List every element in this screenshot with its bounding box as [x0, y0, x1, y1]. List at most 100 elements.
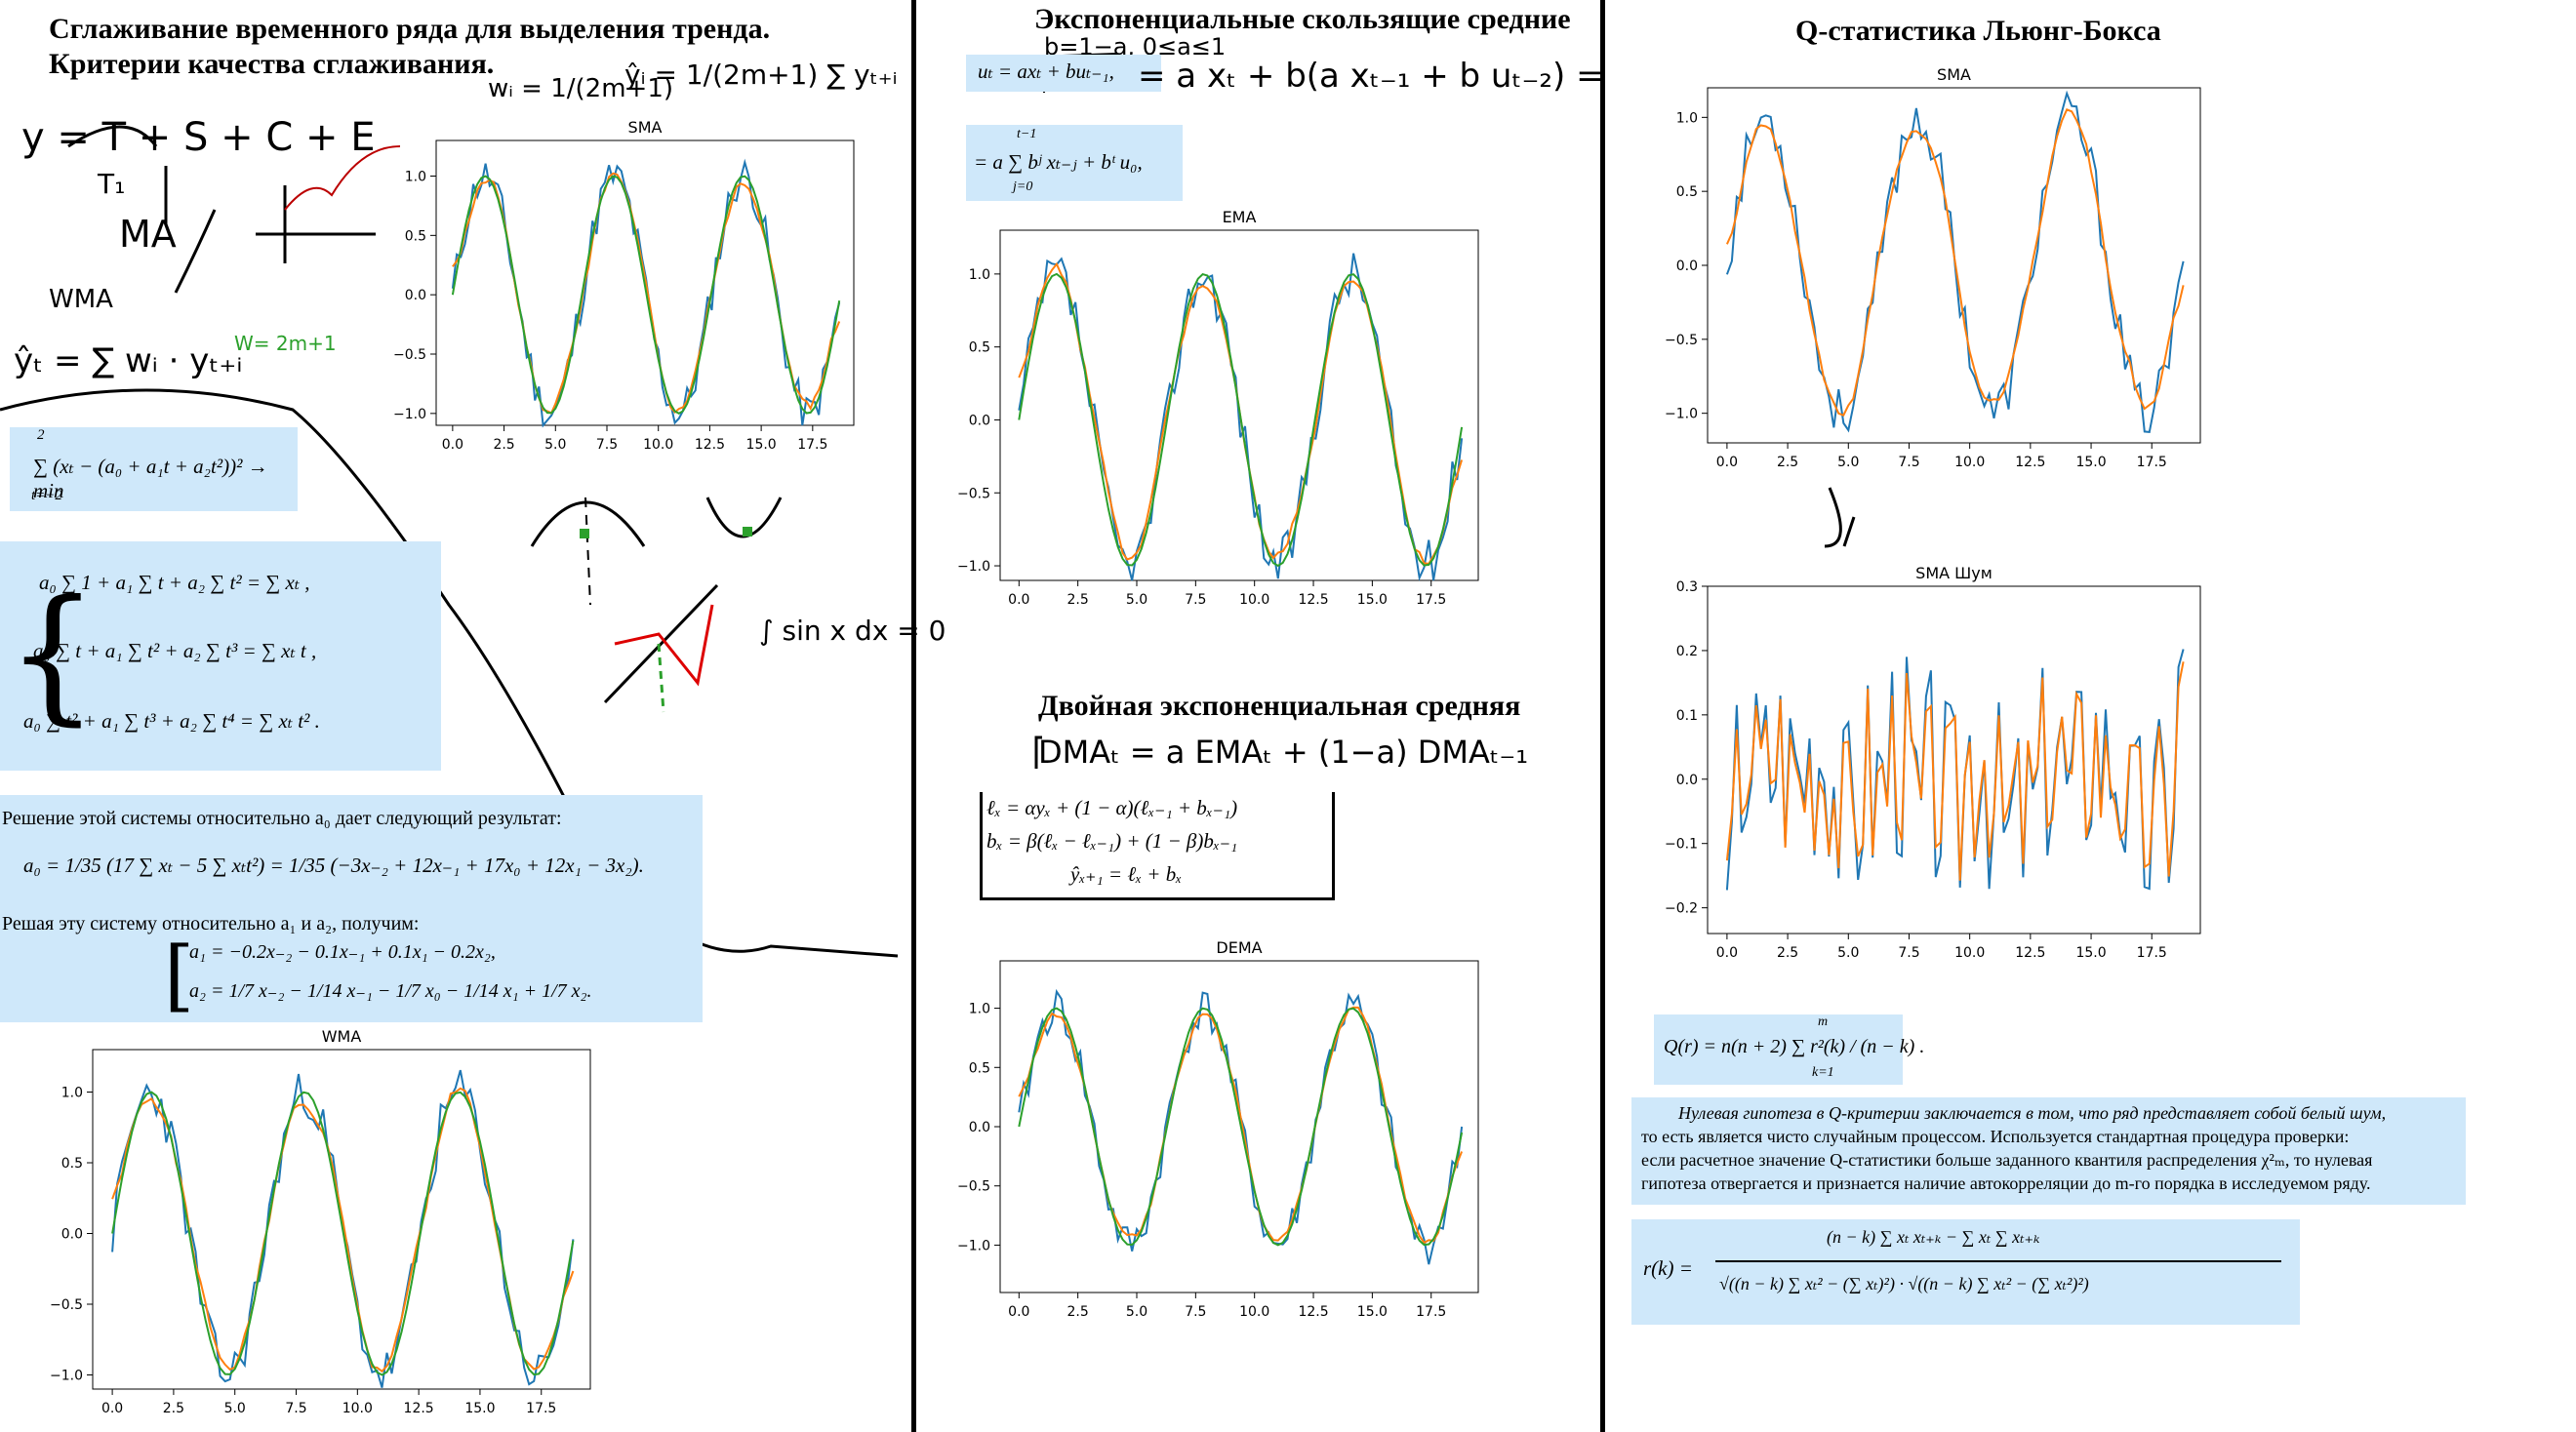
rk-denominator: √((n − k) ∑ xₜ² − (∑ xₜ)²) · √((n − k) ∑…	[1719, 1274, 2089, 1293]
hand-note-decomposition: y = T + S + C + E	[21, 115, 376, 160]
dema-bracket	[1034, 736, 1042, 769]
hand-note-ema: = a xₜ + b(a xₜ₋₁ + b uₜ₋₂) =	[1138, 57, 1604, 96]
x-tick-label: 0.0	[1716, 945, 1738, 961]
q-sum-top: m	[1818, 1014, 1829, 1029]
y-tick-label: 0.0	[61, 1227, 83, 1243]
system-line-3: a₀ ∑ t² + a₁ ∑ t³ + a₂ ∑ t⁴ = ∑ xₜ t² .	[23, 709, 320, 733]
x-tick-label: 5.0	[1837, 455, 1859, 470]
plot-frame	[1707, 585, 2201, 935]
formula-ema-sum: t−1 = a ∑ bʲ xₜ₋ⱼ + bᵗ u₀, j=0	[966, 125, 1183, 201]
q-sum-bottom: k=1	[1812, 1065, 1834, 1080]
y-tick-label: 1.0	[61, 1086, 83, 1101]
x-tick-label: 2.5	[1777, 455, 1798, 470]
hand-note-w: wᵢ = 1/(2m+1)	[488, 74, 674, 103]
x-tick-label: 12.5	[2015, 945, 2045, 961]
rk-lhs: r(k) =	[1643, 1256, 1693, 1280]
y-tick-label: 0.5	[405, 228, 426, 244]
y-tick-label: −0.1	[1665, 837, 1698, 853]
x-tick-label: 7.5	[1185, 592, 1206, 608]
hypothesis-line-4: гипотеза отвергается и признается наличи…	[1641, 1173, 2371, 1193]
x-tick-label: 10.0	[1954, 945, 1985, 961]
y-tick-label: 0.5	[969, 340, 990, 356]
y-tick-label: 0.5	[1676, 184, 1698, 200]
holt-line-2: bₓ = β(ℓₓ − ℓₓ₋₁) + (1 − β)bₓ₋₁	[986, 829, 1238, 853]
section-title-ema: Экспоненциальные скользящие средние	[1034, 3, 1571, 35]
x-tick-label: 10.0	[1239, 592, 1269, 608]
plot-frame	[92, 1049, 591, 1390]
x-tick-label: 2.5	[493, 437, 514, 453]
x-tick-label: 10.0	[1954, 455, 1985, 470]
plot-frame	[1707, 87, 2201, 444]
ema-sum-top: t−1	[1017, 127, 1037, 141]
hypothesis-line-1: Нулевая гипотеза в Q-критерии заключаетс…	[1678, 1103, 2387, 1123]
y-tick-label: −0.5	[50, 1297, 83, 1313]
plot-title: SMA	[628, 118, 663, 137]
x-tick-label: 15.0	[464, 1401, 495, 1416]
x-tick-label: 12.5	[1298, 592, 1328, 608]
series-line-2	[1725, 661, 2185, 881]
plot-title: SMA	[1937, 65, 1971, 84]
plot-dema: DEMA 0.0 2.5 5.0 7.5 10.0 12.5 15.0 17.5 −1.0 −0.5…	[957, 938, 1479, 1320]
hypothesis-text-box: Нулевая гипотеза в Q-критерии заключаетс…	[1631, 1097, 2466, 1205]
rk-numerator: (n − k) ∑ xₜ xₜ₊ₖ − ∑ xₜ ∑ xₜ₊ₖ	[1827, 1227, 2040, 1247]
title-line-1: Сглаживание временного ряда для выделени…	[49, 13, 771, 45]
y-tick-label: 1.0	[969, 267, 990, 283]
a-brace: [	[164, 930, 195, 1020]
section-title-smoothing: Сглаживание временного ряда для выделени…	[49, 12, 770, 82]
y-tick-label: −1.0	[50, 1369, 83, 1384]
hand-note-y2: ŷᵢ = 1/(2m+1) ∑ yₜ₊ᵢ	[624, 59, 898, 91]
x-tick-label: 12.5	[404, 1401, 434, 1416]
y-tick-label: −1.0	[957, 559, 990, 575]
holt-line-3: ŷₓ₊₁ = ℓₓ + bₓ	[1070, 862, 1183, 886]
x-tick-label: 7.5	[596, 437, 618, 453]
y-tick-label: −0.5	[957, 1179, 990, 1195]
formula-q-statistic: m Q(r) = n(n + 2) ∑ r²(k) / (n − k) . k=…	[1654, 1014, 1924, 1085]
hypothesis-line-3: если расчетное значение Q-статистики бол…	[1641, 1150, 2373, 1170]
plot-title: DEMA	[1216, 938, 1262, 957]
y-tick-label: −1.0	[1665, 407, 1698, 422]
formula-holt: ℓₓ = αyₓ + (1 − α)(ℓₓ₋₁ + bₓ₋₁) bₓ = β(ℓ…	[980, 792, 1335, 900]
plot-ema: EMA 0.0 2.5 5.0 7.5 10.0 12.5 15.0 17.5 −1.0 −0.5 0…	[957, 208, 1479, 608]
plot-title: EMA	[1223, 208, 1257, 226]
series-line-1	[1018, 253, 1464, 581]
hypothesis-line-2: то есть является чисто случайным процесс…	[1641, 1127, 2350, 1146]
plot-title: SMA Шум	[1915, 564, 1992, 582]
column-divider-right	[1600, 0, 1605, 1432]
column-divider-left	[911, 0, 916, 1432]
y-tick-label: 1.0	[405, 170, 426, 185]
plot-frame	[435, 139, 855, 426]
x-tick-label: 2.5	[163, 1401, 184, 1416]
hand-note-dema: DMAₜ = a EMAₜ + (1−a) DMAₜ₋₁	[1038, 734, 1529, 771]
x-tick-label: 7.5	[1185, 1304, 1206, 1320]
x-tick-label: 17.5	[2137, 945, 2167, 961]
section-title-ljung-box: Q-статистика Льюнг-Бокса	[1795, 15, 2161, 47]
x-tick-label: 17.5	[1416, 592, 1446, 608]
x-tick-label: 0.0	[1008, 592, 1029, 608]
x-tick-label: 17.5	[2137, 455, 2167, 470]
y-tick-label: 0.0	[1676, 259, 1698, 274]
y-tick-label: 0.0	[405, 288, 426, 303]
x-tick-label: 2.5	[1067, 592, 1089, 608]
ema-sum-bottom: j=0	[1013, 179, 1033, 194]
x-tick-label: 10.0	[1239, 1304, 1269, 1320]
holt-line-1: ℓₓ = αyₓ + (1 − α)(ℓₓ₋₁ + bₓ₋₁)	[986, 796, 1238, 819]
x-tick-label: 7.5	[1898, 945, 1919, 961]
sum-top: 2	[37, 427, 45, 443]
x-tick-label: 17.5	[1416, 1304, 1446, 1320]
title-line-2: Критерии качества сглаживания.	[49, 48, 495, 80]
y-tick-label: −1.0	[393, 407, 426, 422]
rk-fraction-line	[1715, 1260, 2281, 1262]
y-tick-label: 1.0	[1676, 110, 1698, 126]
x-tick-label: 17.5	[797, 437, 827, 453]
plot-wma: WMA 0.0 2.5 5.0 7.5 10.0 12.5 15.0 17.5 −1.0 −0.5 0…	[50, 1027, 591, 1416]
x-tick-label: 0.0	[442, 437, 463, 453]
formula-solution: Решение этой системы относительно a₀ дае…	[0, 795, 703, 1022]
a2-formula: a₂ = 1/7 x₋₂ − 1/14 x₋₁ − 1/7 x₀ − 1/14 …	[189, 980, 592, 1002]
x-tick-label: 0.0	[1716, 455, 1738, 470]
ema-formula-2: = a ∑ bʲ xₜ₋ⱼ + bᵗ u₀,	[974, 150, 1143, 174]
sum-bottom: t=−2	[31, 488, 62, 503]
series-line-3	[1018, 272, 1464, 568]
x-tick-label: 10.0	[643, 437, 673, 453]
system-line-1: a₀ ∑ 1 + a₁ ∑ t + a₂ ∑ t² = ∑ xₜ ,	[39, 571, 310, 594]
series-line-3	[1018, 1007, 1464, 1247]
